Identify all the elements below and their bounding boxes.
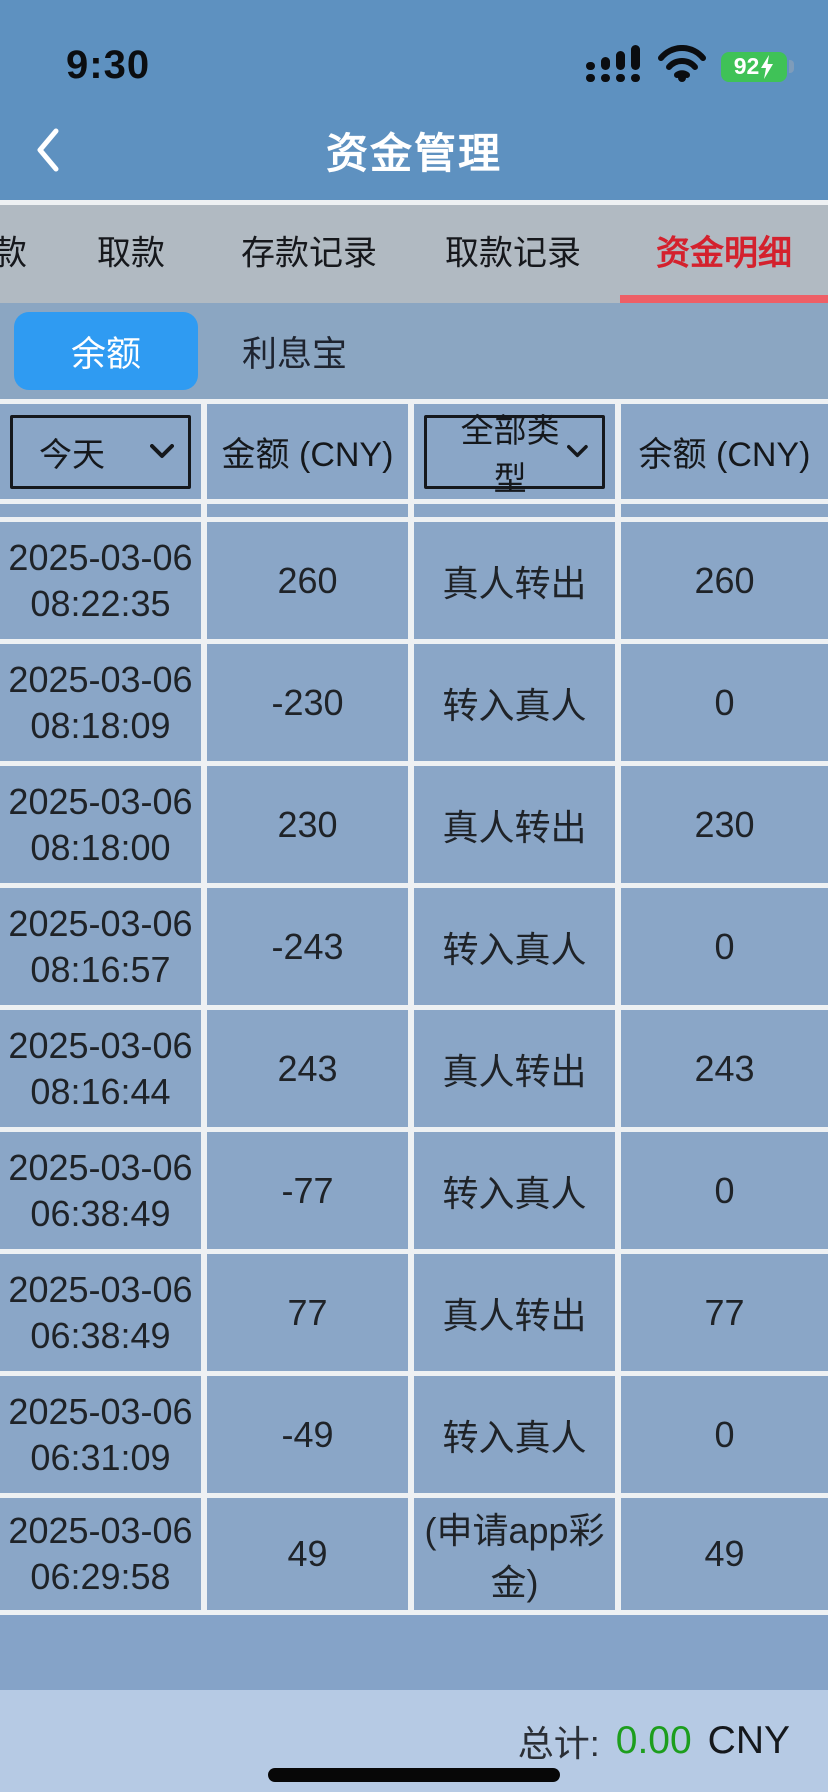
cell-datetime: 2025-03-06 08:16:44 — [0, 1010, 207, 1127]
cell-balance: 49 — [704, 1533, 745, 1574]
table-row: 2025-03-06 06:38:49 77 真人转出 77 — [0, 1249, 828, 1371]
cell-balance: 0 — [714, 681, 735, 723]
subtab-balance-active[interactable]: 余额 — [14, 312, 198, 390]
status-bar: 9:30 — [0, 0, 828, 100]
battery-percent: 92 — [733, 53, 760, 79]
tab-deposit-partial[interactable]: 款 — [0, 234, 27, 273]
header-divider — [0, 200, 828, 205]
table-row: 2025-03-06 08:16:57 -243 转入真人 0 — [0, 883, 828, 1005]
cell-amount: -230 — [207, 644, 414, 761]
cell-type: 转入真人 — [414, 644, 621, 761]
cell-balance: 0 — [714, 925, 735, 967]
status-icons: 92 — [585, 44, 794, 88]
wifi-icon — [657, 44, 707, 88]
footer-total-bar: 总计: 0.00 CNY — [0, 1690, 828, 1792]
cell-type: 转入真人 — [414, 1376, 621, 1493]
charging-bolt-icon — [761, 54, 774, 79]
cell-datetime: 2025-03-06 08:18:09 — [0, 644, 207, 761]
table-row: 2025-03-06 06:38:49 -77 转入真人 0 — [0, 1127, 828, 1249]
cell-datetime: 2025-03-06 08:16:57 — [0, 888, 207, 1005]
cell-type: (申请app彩金) — [414, 1498, 621, 1610]
cell-type: 转入真人 — [414, 888, 621, 1005]
cell-amount: -77 — [207, 1132, 414, 1249]
cell-datetime: 2025-03-06 06:38:49 — [0, 1254, 207, 1371]
cell-balance: 260 — [694, 559, 755, 601]
tab-fund-details-active[interactable]: 资金明细 — [656, 234, 792, 273]
cell-datetime: 2025-03-06 08:18:00 — [0, 766, 207, 883]
nav-header: 资金管理 — [0, 100, 828, 200]
tab-withdraw-records[interactable]: 取款记录 — [445, 234, 581, 273]
date-filter-select[interactable]: 今天 — [10, 414, 191, 489]
filter-header-row: 今天 金额 (CNY) 全部类型 余额 (CNY) — [0, 399, 828, 499]
spacer-row — [0, 499, 828, 517]
type-filter-select[interactable]: 全部类型 — [424, 412, 605, 497]
cell-datetime: 2025-03-06 06:31:09 — [0, 1376, 207, 1493]
transactions-table: 今天 金额 (CNY) 全部类型 余额 (CNY) — [0, 399, 828, 1615]
page-title: 资金管理 — [325, 129, 502, 177]
table-row: 2025-03-06 06:31:09 -49 转入真人 0 — [0, 1371, 828, 1493]
type-filter-cell: 全部类型 — [414, 404, 621, 499]
active-tab-underline — [620, 295, 828, 303]
cell-amount: 77 — [207, 1254, 414, 1371]
cell-balance: 0 — [714, 1169, 735, 1211]
cell-amount: -49 — [207, 1376, 414, 1493]
table-row: 2025-03-06 06:29:58 49 (申请app彩金) 49 — [0, 1493, 828, 1615]
battery-icon: 92 — [721, 51, 794, 82]
tab-bar: 款 取款 存款记录 取款记录 资金明细 — [0, 205, 828, 303]
cell-datetime: 2025-03-06 06:29:58 — [0, 1498, 207, 1610]
back-chevron-icon — [37, 128, 59, 172]
cell-datetime: 2025-03-06 08:22:35 — [0, 522, 207, 639]
tab-withdraw[interactable]: 取款 — [97, 234, 165, 273]
total-label: 总计: — [517, 1723, 600, 1764]
balance-column-header: 余额 (CNY) — [638, 436, 811, 474]
cell-balance: 77 — [704, 1291, 745, 1333]
cell-type: 真人转出 — [414, 1254, 621, 1371]
cell-balance: 243 — [694, 1047, 755, 1089]
table-bottom-band — [0, 1615, 828, 1690]
table-row: 2025-03-06 08:18:00 230 真人转出 230 — [0, 761, 828, 883]
cell-amount: 260 — [207, 522, 414, 639]
total-currency: CNY — [707, 1719, 790, 1762]
chevron-down-icon — [150, 444, 174, 458]
clock: 9:30 — [66, 43, 151, 87]
cell-amount: 243 — [207, 1010, 414, 1127]
home-indicator[interactable] — [268, 1768, 560, 1782]
cell-type: 真人转出 — [414, 1010, 621, 1127]
cell-type: 真人转出 — [414, 766, 621, 883]
tab-deposit-records[interactable]: 存款记录 — [241, 234, 377, 273]
total-value: 0.00 — [615, 1719, 692, 1762]
chevron-down-icon — [567, 445, 588, 458]
cell-balance: 0 — [714, 1413, 735, 1455]
subtab-bar: 余额 利息宝 — [0, 303, 828, 399]
cell-datetime: 2025-03-06 06:38:49 — [0, 1132, 207, 1249]
subtab-interest-treasure[interactable]: 利息宝 — [242, 334, 348, 374]
cell-amount: 230 — [207, 766, 414, 883]
table-row: 2025-03-06 08:16:44 243 真人转出 243 — [0, 1005, 828, 1127]
cell-type: 转入真人 — [414, 1132, 621, 1249]
table-row: 2025-03-06 08:22:35 260 真人转出 260 — [0, 517, 828, 639]
table-row: 2025-03-06 08:18:09 -230 转入真人 0 — [0, 639, 828, 761]
cell-balance: 230 — [694, 803, 755, 845]
cell-type: 真人转出 — [414, 522, 621, 639]
cell-amount: -243 — [207, 888, 414, 1005]
amount-column-header: 金额 (CNY) — [207, 404, 414, 499]
back-button[interactable] — [26, 122, 70, 178]
cell-amount: 49 — [207, 1498, 414, 1610]
date-filter-cell: 今天 — [0, 404, 207, 499]
cellular-signal-icon — [585, 45, 643, 88]
